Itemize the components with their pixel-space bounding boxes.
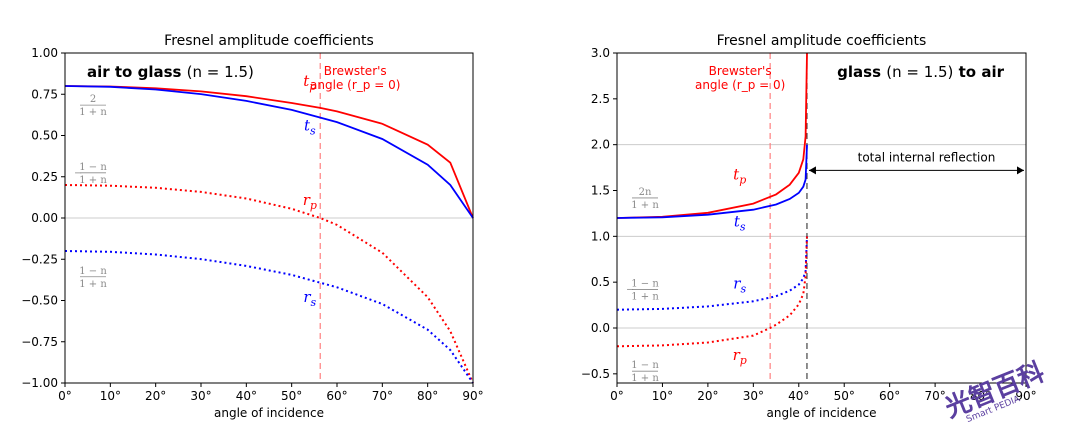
- limit-label-num: 1 − n: [79, 266, 107, 277]
- y-tick-label: −1.00: [21, 376, 58, 390]
- x-tick-label: 70°: [924, 389, 945, 403]
- x-tick-label: 90°: [462, 389, 483, 403]
- y-tick-label: −0.75: [21, 335, 58, 349]
- series-t-p: [64, 85, 474, 219]
- x-axis-label: angle of incidence: [767, 406, 877, 420]
- series-r-s: [64, 250, 474, 384]
- x-tick-label: 30°: [190, 389, 211, 403]
- y-tick-label: 2.5: [591, 92, 610, 106]
- right-chart-glass-to-air: Fresnel amplitude coefficients 0° 10° 20° 30…: [581, 33, 1037, 420]
- brewster-label-line1: Brewster's: [324, 64, 387, 78]
- series-t-s: [64, 85, 474, 219]
- brewster-label-line2: angle (r_p = 0): [310, 78, 400, 92]
- tir-arrowhead-right: [1017, 166, 1024, 175]
- limit-label-den: 1 + n: [79, 107, 107, 118]
- limit-label-num: 2n: [639, 187, 652, 198]
- y-tick-label: 0.50: [31, 129, 58, 143]
- limit-label-den: 1 + n: [631, 373, 659, 384]
- limit-label-sign: −: [74, 168, 82, 179]
- y-tick-label: 1.00: [31, 46, 58, 60]
- x-axis-label: angle of incidence: [214, 406, 324, 420]
- x-tick-label: 40°: [236, 389, 257, 403]
- y-tick-label: 0.75: [31, 87, 58, 101]
- limit-label-den: 1 + n: [631, 200, 659, 211]
- brewster-label-line2: angle (r_p = 0): [695, 78, 785, 92]
- left-chart-air-to-glass: Fresnel amplitude coefficients 0° 10° 20° 30…: [21, 33, 483, 420]
- y-tick-label: 3.0: [591, 46, 610, 60]
- chart-title: Fresnel amplitude coefficients: [164, 33, 374, 49]
- chart-heading: glass (n = 1.5) to air: [837, 63, 1004, 81]
- plot-frame: [64, 52, 474, 384]
- y-tick-label: 0.0: [591, 321, 610, 335]
- series-r-p: [616, 236, 808, 348]
- series-r-p: [64, 184, 474, 384]
- limit-label-den: 1 + n: [631, 292, 659, 303]
- y-tick-label: 0.25: [31, 170, 58, 184]
- chart-title: Fresnel amplitude coefficients: [717, 33, 927, 49]
- x-tick-label: 60°: [879, 389, 900, 403]
- x-tick-label: 60°: [326, 389, 347, 403]
- series-label-t-s: ts: [304, 117, 316, 138]
- x-tick-label: 50°: [281, 389, 302, 403]
- y-tick-label: −0.50: [21, 294, 58, 308]
- series-label-r-s: rs: [303, 288, 316, 309]
- x-tick-label: 50°: [834, 389, 855, 403]
- x-tick-label: 80°: [970, 389, 991, 403]
- y-tick-label: 0.5: [591, 275, 610, 289]
- y-tick-label: 1.5: [591, 184, 610, 198]
- limit-label-den: 1 + n: [79, 279, 107, 290]
- series-label-t-p: tp: [303, 72, 316, 93]
- x-tick-label: 30°: [743, 389, 764, 403]
- series-label-t-s: ts: [734, 212, 746, 233]
- limit-label-sign: −: [626, 285, 634, 296]
- x-tick-label: 40°: [788, 389, 809, 403]
- series-t-p: [616, 52, 808, 219]
- x-tick-label: 70°: [372, 389, 393, 403]
- limit-label-num: 1 − n: [631, 279, 659, 290]
- x-tick-label: 10°: [100, 389, 121, 403]
- x-tick-label: 90°: [1015, 389, 1036, 403]
- series-label-t-p: tp: [733, 166, 746, 187]
- x-tick-label: 0°: [610, 389, 624, 403]
- tir-arrowhead-left: [808, 166, 816, 175]
- series-label-r-p: rp: [303, 191, 317, 212]
- y-tick-label: −0.5: [581, 367, 610, 381]
- limit-label-num: 1 − n: [79, 162, 107, 173]
- limit-label-num: 2: [90, 94, 96, 105]
- x-tick-label: 0°: [58, 389, 72, 403]
- series-t-s: [616, 144, 808, 219]
- y-tick-label: 2.0: [591, 138, 610, 152]
- y-tick-label: 0.00: [31, 211, 58, 225]
- limit-label-num: 1 − n: [631, 360, 659, 371]
- watermark-logo: 光智百科 Smart PEDIA: [940, 357, 1049, 425]
- plot-frame: [616, 52, 1027, 384]
- limit-label-den: 1 + n: [79, 175, 107, 186]
- y-tick-label: −0.25: [21, 252, 58, 266]
- series-label-r-p: rp: [733, 346, 747, 367]
- x-tick-label: 20°: [145, 389, 166, 403]
- chart-heading: air to glass (n = 1.5): [87, 63, 254, 81]
- x-tick-label: 10°: [652, 389, 673, 403]
- series-label-r-s: rs: [733, 275, 746, 296]
- x-tick-label: 20°: [697, 389, 718, 403]
- brewster-label-line1: Brewster's: [709, 64, 772, 78]
- tir-label: total internal reflection: [858, 150, 996, 164]
- x-tick-label: 80°: [417, 389, 438, 403]
- y-tick-label: 1.0: [591, 229, 610, 243]
